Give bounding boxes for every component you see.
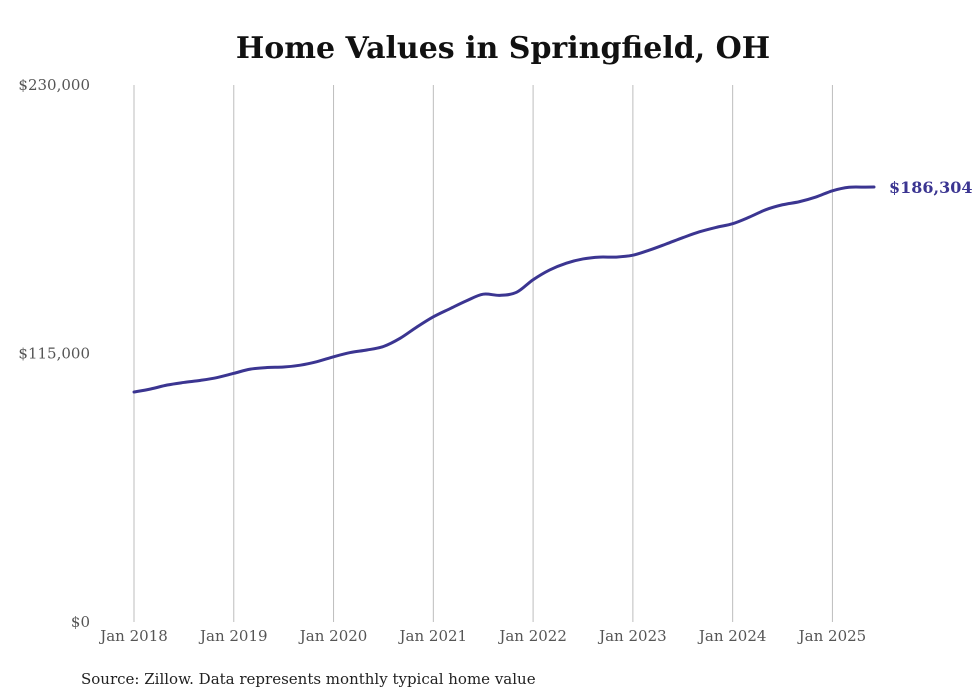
series-line: [132, 185, 876, 394]
x-tick-label: Jan 2022: [497, 627, 567, 645]
x-tick-label: Jan 2021: [398, 627, 468, 645]
series-layer: [132, 185, 876, 394]
vertical-gridlines: [133, 85, 833, 622]
x-tick-label: Jan 2023: [597, 627, 667, 645]
x-tick-label: Jan 2018: [98, 627, 168, 645]
x-tick-label: Jan 2020: [298, 627, 368, 645]
end-value-label: $186,304: [889, 178, 973, 197]
y-axis-ticks: $0 $115,000 $230,000: [18, 76, 90, 631]
y-tick-label: $115,000: [18, 345, 90, 363]
y-tick-label: $230,000: [18, 76, 90, 94]
source-note: Source: Zillow. Data represents monthly …: [81, 670, 536, 688]
x-axis-ticks: Jan 2018 Jan 2019 Jan 2020 Jan 2021 Jan 2022…: [98, 627, 866, 645]
x-tick-label: Jan 2019: [198, 627, 268, 645]
y-tick-label: $0: [71, 613, 90, 631]
x-tick-label: Jan 2024: [697, 627, 767, 645]
x-tick-label: Jan 2025: [797, 627, 867, 645]
chart-title: Home Values in Springfield, OH: [236, 31, 770, 66]
